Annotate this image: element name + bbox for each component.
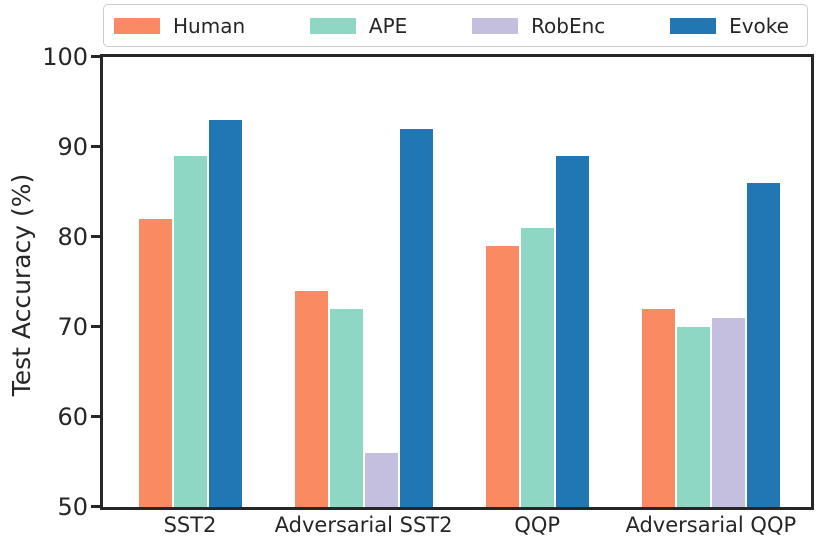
bar-evoke-qqp — [555, 155, 589, 507]
bar-group-qqp — [437, 155, 637, 507]
plot-area — [99, 53, 814, 510]
x-tick-label-adversarial-sst2: Adversarial SST2 — [274, 513, 453, 537]
legend: Human APE RobEnc Evoke — [103, 4, 808, 47]
bar-human-qqp — [485, 245, 519, 507]
bar-ape-adversarial-sst2 — [329, 308, 363, 507]
legend-swatch-ape — [309, 17, 356, 34]
y-tick-mark — [90, 325, 100, 328]
y-tick-mark — [90, 55, 100, 58]
y-tick-label: 70 — [57, 312, 88, 341]
bar-group-sst2 — [90, 119, 290, 507]
bar-human-sst2 — [138, 218, 172, 507]
legend-label: APE — [368, 13, 408, 38]
legend-label: Evoke — [729, 13, 789, 38]
legend-entry-ape: APE — [309, 13, 408, 38]
legend-swatch-evoke — [670, 17, 717, 34]
bar-group-adversarial-sst2 — [264, 128, 464, 507]
y-tick-mark — [90, 235, 100, 238]
bar-ape-sst2 — [173, 155, 207, 507]
bar-evoke-sst2 — [208, 119, 242, 507]
y-tick-mark — [90, 415, 100, 418]
bar-evoke-adversarial-qqp — [746, 182, 780, 507]
x-tick-label-adversarial-qqp: Adversarial QQP — [625, 513, 797, 537]
bar-ape-qqp — [520, 227, 554, 507]
bar-robenc-adversarial-qqp — [711, 317, 745, 507]
bar-group-adversarial-qqp — [611, 182, 811, 507]
bar-human-adversarial-qqp — [641, 308, 675, 507]
y-axis-label: Test Accuracy (%) — [7, 173, 36, 397]
bar-evoke-adversarial-sst2 — [399, 128, 433, 507]
legend-entry-human: Human — [114, 16, 245, 36]
y-tick-label: 90 — [57, 132, 88, 161]
x-tick-label-sst2: SST2 — [163, 513, 217, 537]
y-tick-label: 50 — [57, 492, 88, 521]
bar-human-adversarial-sst2 — [294, 290, 328, 507]
legend-swatch-robenc — [472, 17, 519, 34]
legend-entry-robenc: RobEnc — [472, 16, 605, 36]
y-tick-label: 60 — [57, 402, 88, 431]
y-tick-label: 100 — [42, 42, 88, 71]
legend-swatch-human — [114, 17, 160, 34]
legend-label: RobEnc — [531, 13, 606, 38]
legend-entry-evoke: Evoke — [670, 16, 789, 36]
y-tick-label: 80 — [57, 222, 88, 251]
legend-label: Human — [173, 13, 246, 38]
bar-robenc-adversarial-sst2 — [364, 452, 398, 507]
y-tick-mark — [90, 145, 100, 148]
x-tick-label-qqp: QQP — [514, 513, 561, 537]
bar-ape-adversarial-qqp — [676, 326, 710, 507]
y-tick-mark — [90, 505, 100, 508]
